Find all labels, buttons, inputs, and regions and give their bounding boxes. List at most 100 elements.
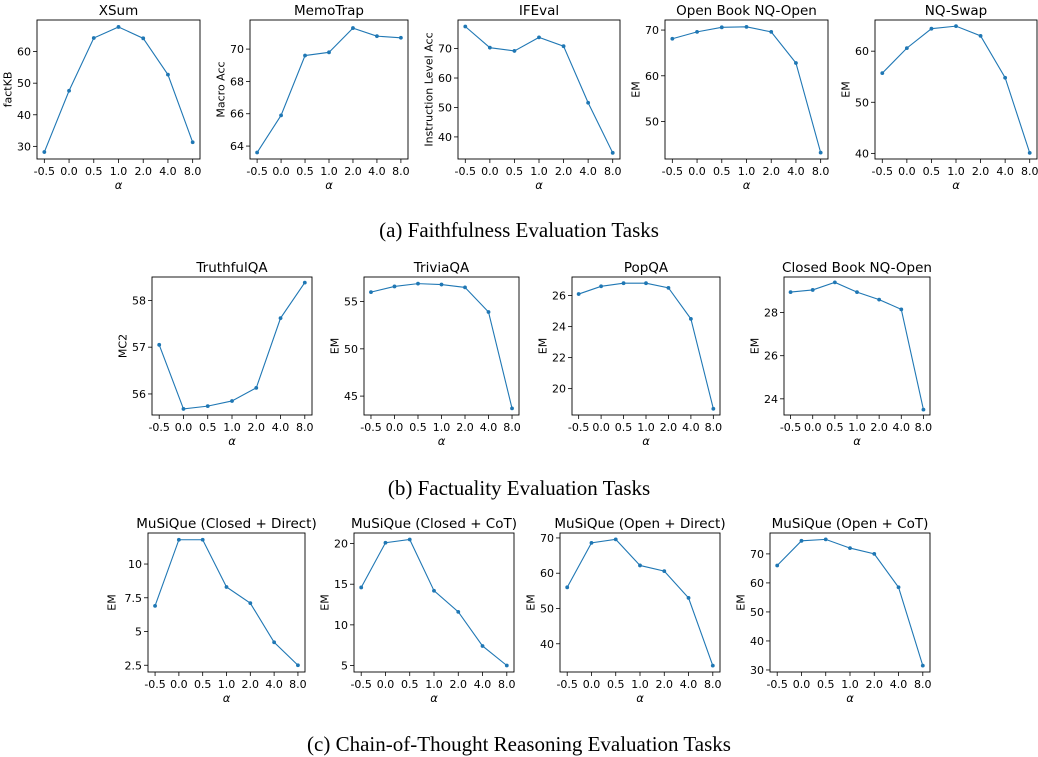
chart-6-xtick-label: 1.0 — [223, 421, 241, 434]
chart-11-ytick-label: 10 — [334, 619, 348, 632]
chart-4-xtick-label: 8.0 — [812, 165, 830, 178]
chart-5-xtick-label: 2.0 — [972, 165, 990, 178]
chart-7-xtick-label: 2.0 — [456, 421, 474, 434]
chart-8-point — [666, 285, 671, 290]
chart-2-xtick-label: 0.0 — [272, 165, 290, 178]
chart-5-ytick-label: 40 — [855, 147, 869, 160]
chart-1-point — [190, 140, 195, 145]
chart-8-point — [711, 406, 716, 411]
chart-4-ytick-label: 70 — [645, 24, 659, 37]
chart-2-xtick-label: 0.5 — [296, 165, 314, 178]
chart-11-point — [432, 588, 436, 593]
chart-12-xlabel: α — [636, 691, 644, 705]
chart-13-xtick-label: 1.0 — [841, 678, 859, 691]
chart-2-xtick-label: 2.0 — [344, 165, 362, 178]
chart-7-point — [369, 290, 373, 295]
chart-7-ytick-label: 50 — [344, 343, 358, 356]
chart-3-xlabel: α — [535, 178, 543, 192]
chart-3-point — [487, 45, 492, 50]
chart-10-ytick-label: 5 — [135, 626, 142, 639]
chart-11-point — [407, 537, 412, 542]
chart-1-ylabel: factKB — [1, 72, 14, 108]
chart-10-point — [296, 663, 300, 668]
chart-5-point — [1027, 150, 1032, 155]
chart-12-point — [613, 537, 618, 542]
chart-1-point — [141, 36, 146, 41]
chart-10-ytick-label: 10 — [128, 558, 142, 571]
chart-10-xtick-label: 0.5 — [194, 678, 212, 691]
chart-6-ytick-label: 58 — [132, 294, 146, 307]
chart-3-ylabel: Instruction Level Acc — [422, 32, 435, 146]
chart-9-xtick-label: 1.0 — [848, 421, 866, 434]
chart-13-xtick-label: 0.0 — [793, 678, 811, 691]
chart-3-xtick-label: 2.0 — [555, 165, 573, 178]
chart-10-point — [224, 585, 229, 589]
chart-6-point — [181, 407, 186, 411]
chart-12-point — [589, 540, 594, 545]
chart-5-frame — [874, 19, 1038, 160]
chart-9-xtick-label: 4.0 — [893, 421, 911, 434]
chart-1-xtick-label: 1.0 — [110, 165, 128, 178]
chart-7-xtick-label: 4.0 — [480, 421, 498, 434]
chart-9-xtick-label: 2.0 — [870, 421, 888, 434]
chart-8-xlabel: α — [642, 434, 650, 448]
chart-5-point — [954, 24, 958, 29]
chart-11-ylabel: EM — [318, 594, 331, 610]
chart-1-xtick-label: 8.0 — [184, 165, 202, 178]
chart-7-point — [416, 281, 420, 286]
chart-6-point — [302, 280, 307, 285]
chart-3-ytick-label: 70 — [438, 43, 452, 56]
chart-8-series-line — [578, 282, 714, 409]
chart-3-point — [512, 49, 517, 53]
chart-2-point — [327, 50, 331, 55]
chart-7-point — [463, 285, 467, 290]
chart-1-xtick-label: 0.5 — [85, 165, 103, 178]
chart-8-point — [576, 292, 581, 296]
chart-7-ytick-label: 55 — [344, 296, 358, 309]
chart-1-title: XSum — [99, 3, 139, 19]
chart-1-series-line — [43, 26, 194, 153]
chart-13-xtick-label: 2.0 — [866, 678, 884, 691]
chart-10-xtick-label: 0.0 — [170, 678, 188, 691]
chart-4-ytick-label: 60 — [645, 70, 659, 83]
chart-4-xtick-label: 2.0 — [762, 165, 780, 178]
chart-3-ytick-label: 50 — [438, 101, 452, 114]
chart-12-ytick-label: 60 — [540, 567, 554, 580]
chart-4-point — [719, 25, 724, 30]
chart-11-xtick-label: 4.0 — [474, 678, 492, 691]
chart-12-xtick-label: 4.0 — [680, 678, 698, 691]
chart-9-xtick-label: 8.0 — [915, 421, 933, 434]
chart-13-xlabel: α — [846, 691, 854, 705]
chart-2-ytick-label: 68 — [230, 75, 244, 88]
chart-3-point — [561, 44, 566, 49]
chart-1-ytick-label: 40 — [17, 109, 31, 122]
chart-8-xtick-label: 8.0 — [705, 421, 723, 434]
chart-3-point — [463, 24, 468, 29]
chart-1-point — [91, 36, 96, 40]
chart-1-xtick-label: 0.0 — [60, 165, 78, 178]
chart-9-point — [855, 290, 859, 294]
chart-5-xlabel: α — [952, 178, 960, 192]
chart-1-ytick-label: 50 — [17, 77, 31, 90]
chart-9-xlabel: α — [853, 434, 861, 448]
chart-11-frame — [353, 532, 515, 673]
chart-12-xtick-label: 8.0 — [704, 678, 722, 691]
chart-7-point — [392, 284, 397, 289]
chart-5-xtick-label: 8.0 — [1021, 165, 1038, 178]
chart-10-point — [176, 537, 181, 542]
chart-6-point — [205, 404, 210, 409]
chart-10-point — [272, 640, 277, 645]
chart-5-xtick-label: 0.0 — [898, 165, 916, 178]
chart-10-ylabel: EM — [106, 594, 119, 610]
chart-4-xtick-label: 0.0 — [688, 165, 706, 178]
chart-9-frame — [783, 276, 931, 416]
chart-7-xtick-label: 8.0 — [503, 421, 521, 434]
chart-1-point — [166, 72, 170, 77]
chart-2-point — [398, 35, 403, 40]
chart-8-xtick-label: 1.0 — [637, 421, 655, 434]
chart-4-point — [818, 150, 823, 155]
chart-6-point — [254, 385, 259, 390]
chart-4-point — [670, 36, 675, 41]
chart-13-frame — [769, 532, 931, 673]
chart-10-point — [153, 603, 157, 608]
